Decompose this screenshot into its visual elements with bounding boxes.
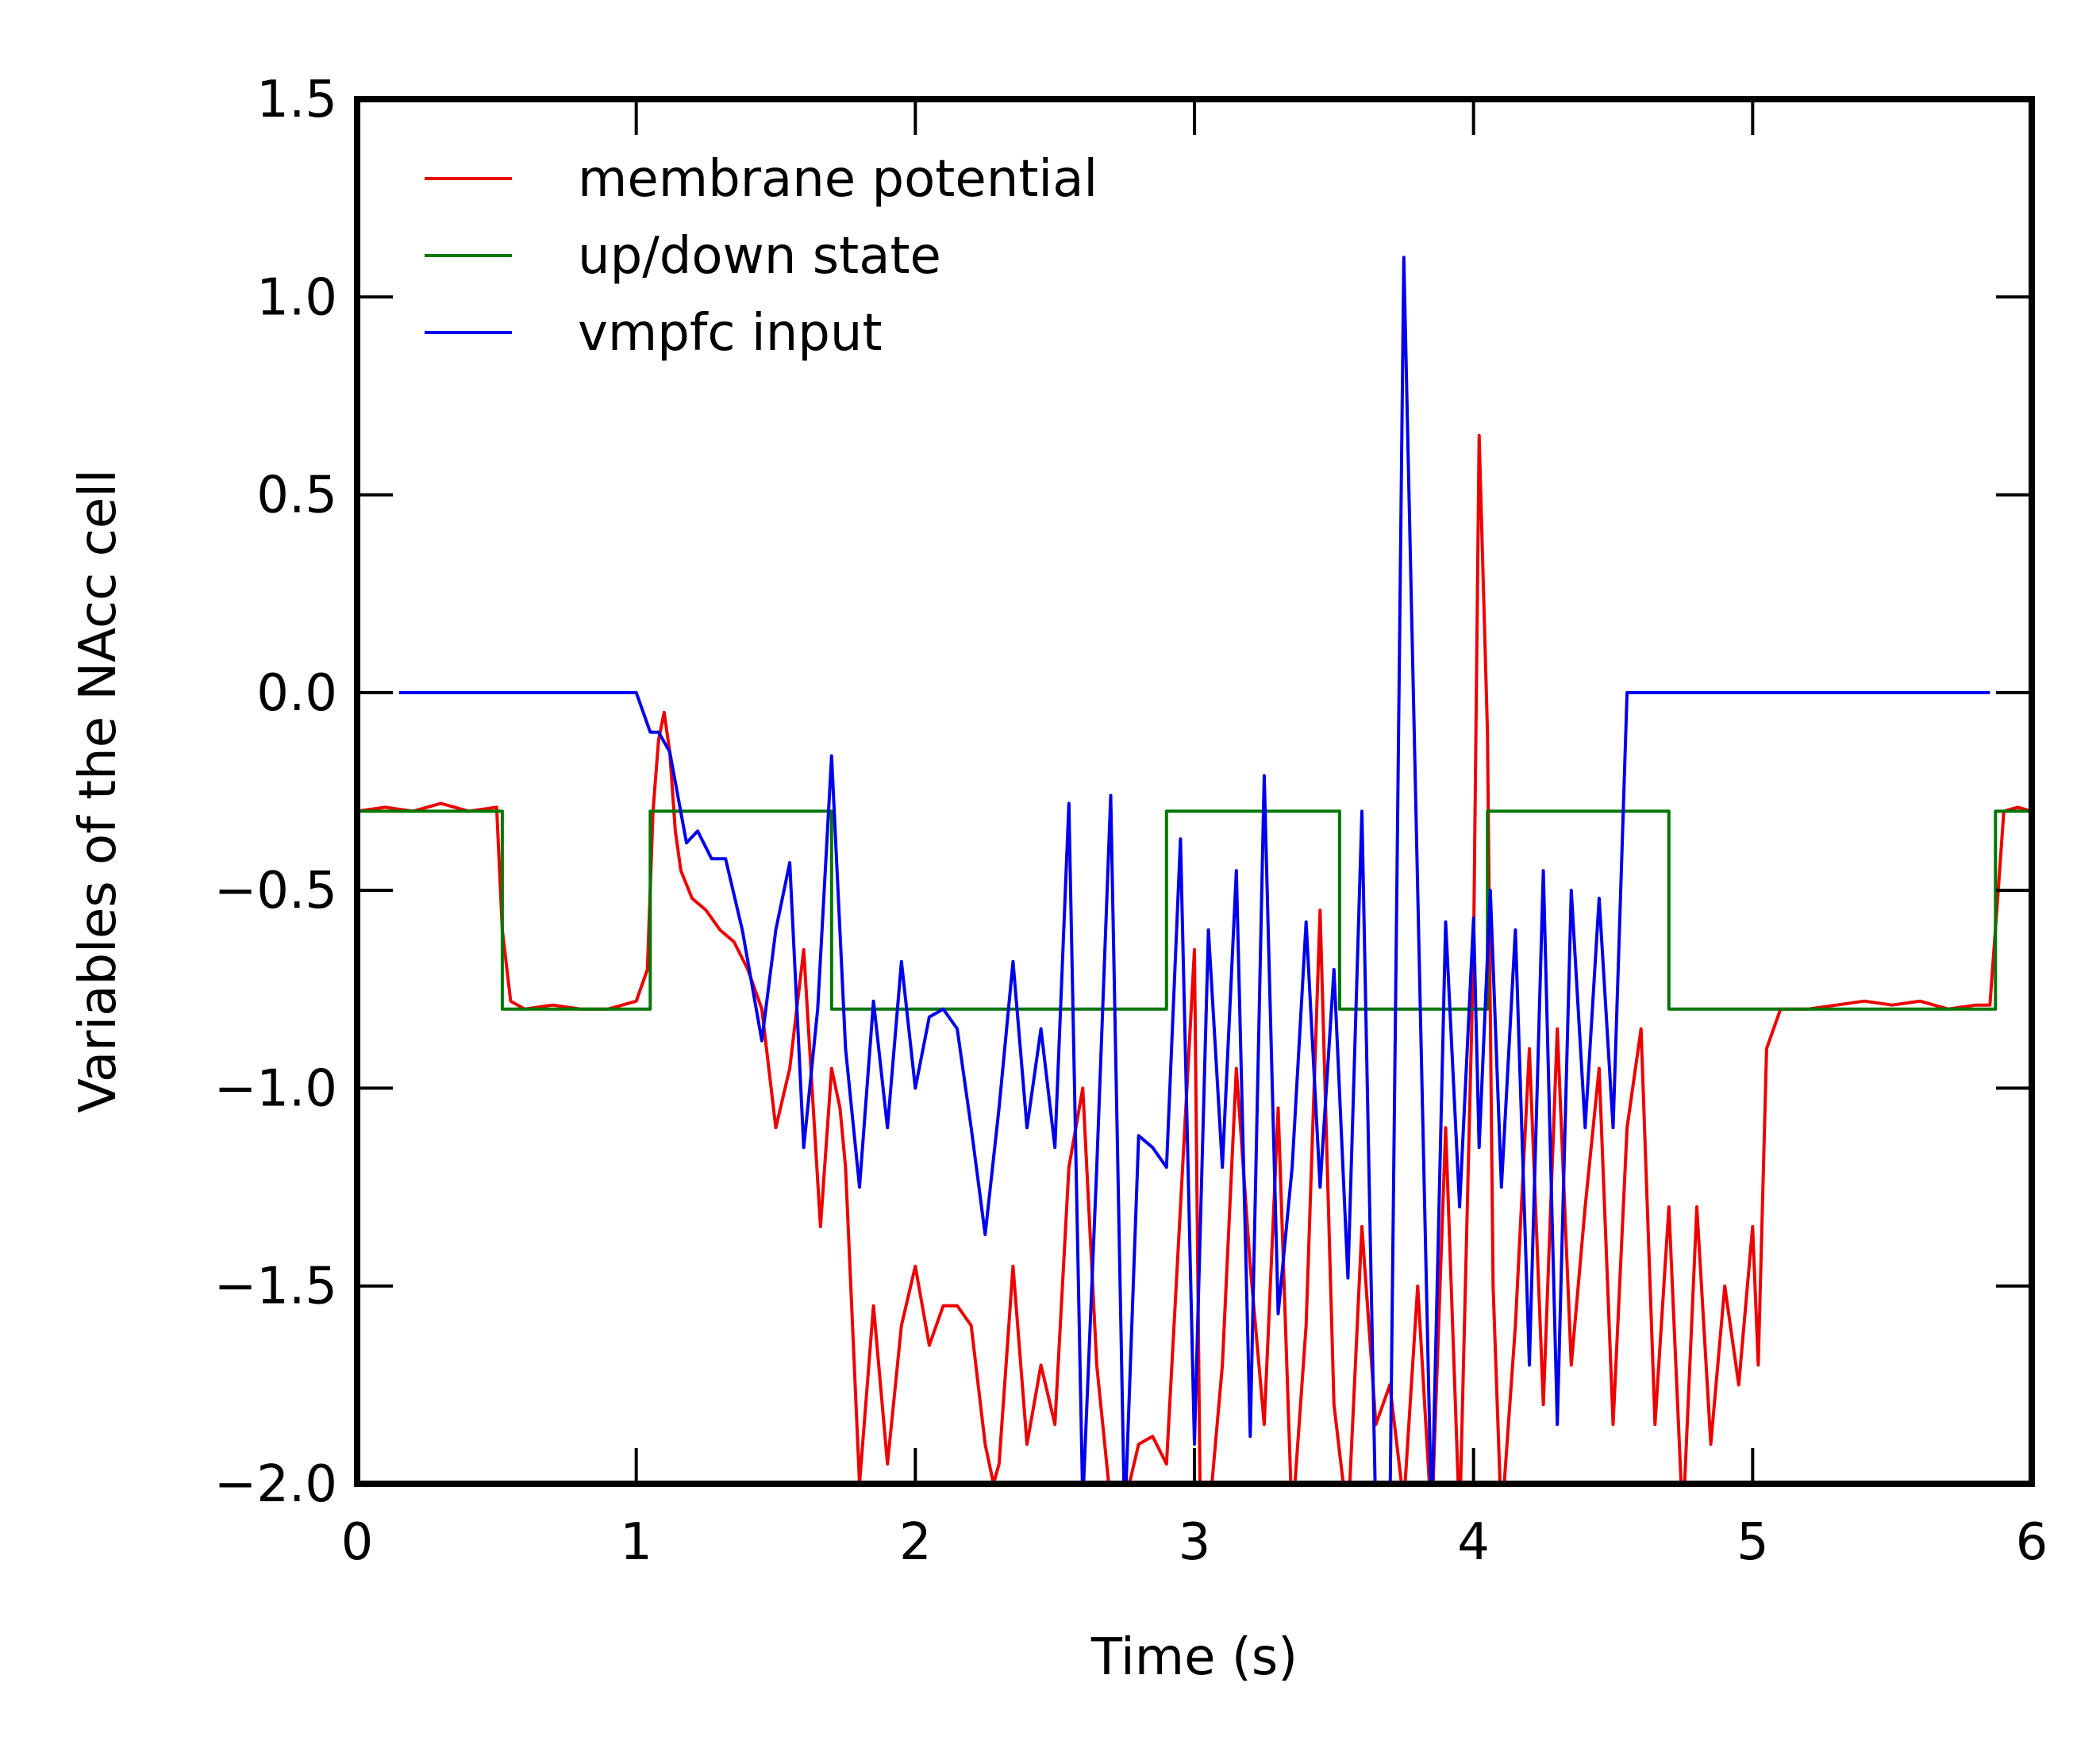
ticks-layer: 0 1 2 3 4 5 6 1.5 1.0 0.5 0.0 −0.5 −1.0 −1.5 −2.0 [214,71,2048,1572]
x-tick-label: 5 [1737,1513,1769,1572]
x-axis-title: Time (s) [1090,1628,1298,1687]
x-tick-label: 4 [1457,1513,1490,1572]
y-tick-label: 0.5 [256,467,337,525]
y-tick-label: 1.5 [256,71,337,129]
y-tick-label: −2.0 [214,1455,337,1514]
series-layer [357,255,2032,1484]
legend-label: vmpfc input [578,304,883,363]
x-tick-label: 6 [2016,1513,2048,1572]
series-line-membrane-potential [357,433,2032,1484]
legend-label: up/down state [578,227,941,286]
x-tick-label: 1 [620,1513,652,1572]
y-tick-label: −1.0 [214,1059,337,1118]
x-tick-label: 0 [341,1513,374,1572]
legend: membrane potential up/down state vmpfc inp… [425,150,1098,363]
legend-label: membrane potential [578,150,1098,209]
y-tick-label: −0.5 [214,862,337,920]
y-tick-label: 1.0 [256,268,337,327]
y-axis-title: Variables of the NAcc cell [69,469,128,1113]
plot-frame [354,96,2035,1487]
series-line-vmpfc-input [398,255,1990,1484]
x-tick-label: 3 [1179,1513,1211,1572]
y-tick-label: −1.5 [214,1258,337,1316]
series-line-up-down-state [357,809,2032,1011]
y-tick-label: 0.0 [256,664,337,723]
x-tick-label: 2 [899,1513,932,1572]
